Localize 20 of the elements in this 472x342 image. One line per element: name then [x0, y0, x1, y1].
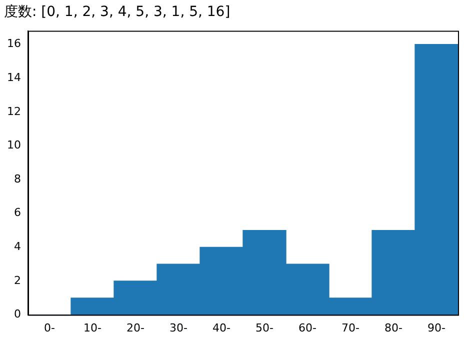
x-tick-label: 70- [342, 321, 360, 334]
x-tick-label: 40- [212, 321, 231, 334]
x-tick-label: 50- [256, 321, 274, 334]
x-tick-label: 80- [384, 321, 403, 334]
x-tick-label: 90- [428, 321, 446, 334]
x-tick-label: 30- [170, 321, 188, 334]
y-tick-label: 4 [14, 240, 21, 254]
y-tick-label: 16 [6, 37, 21, 50]
y-tick-label: 0 [14, 308, 21, 321]
y-tick-label: 10 [6, 138, 21, 152]
y-tick-label: 6 [14, 206, 21, 220]
chart-title: 度数: [0, 1, 2, 3, 4, 5, 3, 1, 5, 16] [4, 4, 230, 20]
y-tick-label: 14 [6, 70, 21, 84]
x-tick-label: 0- [44, 321, 56, 334]
y-tick-label: 8 [14, 172, 21, 186]
x-tick-label: 10- [84, 321, 102, 334]
x-tick-label: 20- [126, 321, 145, 334]
x-tick-label: 60- [298, 321, 317, 334]
y-tick-label: 2 [14, 274, 21, 287]
y-tick-label: 12 [6, 104, 21, 118]
